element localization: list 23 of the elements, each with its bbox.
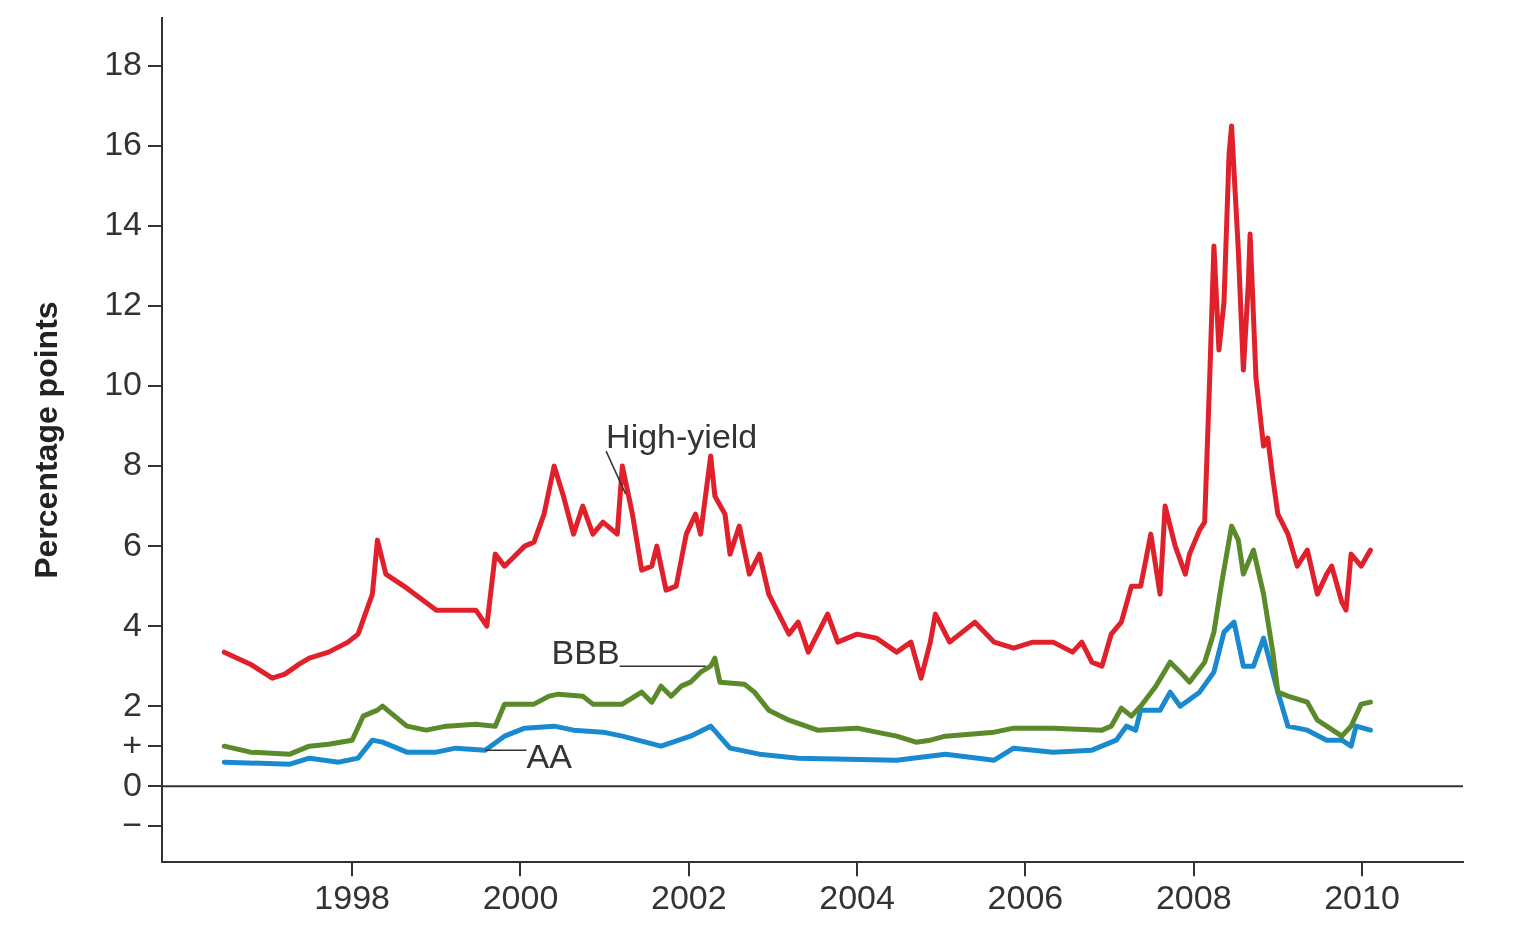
- y-tick-label: 10: [104, 364, 142, 403]
- annotation: BBB: [551, 632, 620, 671]
- annotation: High-yield: [606, 417, 758, 456]
- y-tick-label: −: [122, 804, 142, 843]
- y-tick-label: 2: [123, 684, 142, 723]
- y-tick-label: +: [122, 724, 142, 763]
- x-tick-label: 1998: [314, 877, 391, 916]
- y-tick-label: 8: [123, 444, 142, 483]
- y-tick-label: 4: [123, 604, 142, 643]
- x-tick-label: 2000: [482, 877, 559, 916]
- x-tick-label: 2010: [1324, 877, 1400, 916]
- y-tick-label: 14: [104, 204, 142, 243]
- y-tick-label: 12: [104, 284, 142, 323]
- x-tick-label: 2002: [650, 877, 727, 916]
- y-tick-label: 18: [104, 44, 142, 83]
- y-axis-title: Percentage points: [27, 301, 64, 579]
- y-tick-label: 16: [104, 124, 142, 163]
- annotation: AA: [526, 736, 573, 775]
- x-tick-label: 2004: [819, 877, 895, 916]
- x-tick-label: 2006: [987, 877, 1064, 916]
- x-tick-label: 2008: [1155, 877, 1232, 916]
- y-tick-label: 6: [123, 524, 142, 563]
- y-tick-label: 0: [123, 764, 142, 803]
